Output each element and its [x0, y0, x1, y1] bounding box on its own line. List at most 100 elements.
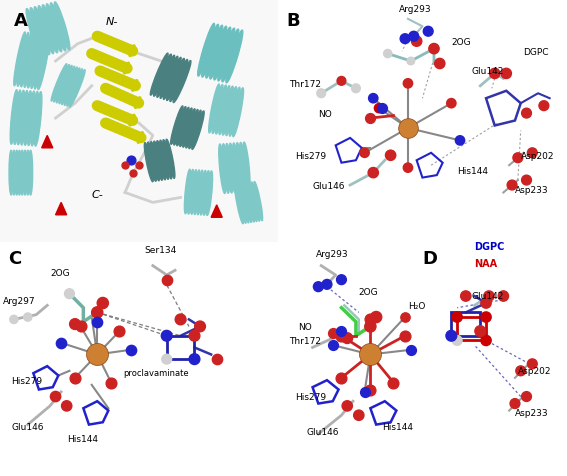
- Ellipse shape: [163, 58, 181, 100]
- Point: [196, 323, 205, 330]
- Ellipse shape: [240, 184, 249, 223]
- Ellipse shape: [174, 108, 186, 146]
- Ellipse shape: [30, 9, 46, 57]
- Point: [481, 299, 490, 307]
- Text: Ser134: Ser134: [145, 245, 177, 254]
- Point: [452, 337, 462, 345]
- Point: [476, 327, 485, 335]
- Text: 2OG: 2OG: [451, 38, 471, 47]
- Point: [65, 290, 74, 298]
- Text: A: A: [14, 12, 28, 30]
- Ellipse shape: [232, 144, 240, 193]
- Point: [400, 36, 409, 43]
- Point: [314, 283, 323, 291]
- Ellipse shape: [206, 172, 213, 216]
- Ellipse shape: [200, 171, 206, 216]
- Ellipse shape: [67, 69, 83, 107]
- Point: [412, 38, 421, 46]
- Ellipse shape: [145, 143, 153, 182]
- Point: [516, 367, 525, 375]
- Point: [435, 60, 445, 68]
- Point: [92, 309, 101, 317]
- Point: [400, 332, 409, 340]
- Text: C-: C-: [92, 190, 103, 200]
- Point: [481, 337, 490, 345]
- Point: [452, 314, 462, 321]
- Point: [190, 332, 199, 340]
- Polygon shape: [56, 203, 67, 215]
- Text: H₂O: H₂O: [408, 301, 425, 310]
- Ellipse shape: [24, 35, 36, 88]
- Polygon shape: [211, 206, 222, 218]
- Ellipse shape: [219, 87, 230, 135]
- Point: [455, 137, 464, 145]
- Ellipse shape: [194, 170, 200, 215]
- Ellipse shape: [18, 151, 22, 196]
- Text: C: C: [9, 250, 22, 268]
- Ellipse shape: [197, 171, 203, 215]
- Ellipse shape: [160, 141, 169, 180]
- Point: [539, 103, 548, 110]
- Text: DGPC: DGPC: [475, 242, 505, 252]
- Point: [366, 351, 375, 358]
- Point: [360, 149, 369, 157]
- Ellipse shape: [239, 143, 247, 192]
- Point: [403, 80, 412, 88]
- Text: Glu146: Glu146: [11, 422, 44, 431]
- Text: Thr172: Thr172: [289, 336, 321, 345]
- Point: [528, 360, 537, 368]
- Ellipse shape: [203, 171, 209, 216]
- Polygon shape: [42, 136, 53, 149]
- Point: [407, 346, 416, 354]
- Point: [126, 157, 135, 165]
- Point: [120, 162, 129, 169]
- Ellipse shape: [35, 92, 42, 147]
- Ellipse shape: [226, 31, 243, 84]
- Text: His279: His279: [11, 376, 42, 385]
- Point: [371, 314, 380, 321]
- Ellipse shape: [171, 107, 183, 145]
- Text: Thr172: Thr172: [289, 79, 321, 89]
- Ellipse shape: [219, 145, 226, 194]
- Ellipse shape: [229, 88, 240, 137]
- Ellipse shape: [9, 151, 13, 196]
- Point: [129, 169, 138, 177]
- Ellipse shape: [31, 92, 39, 147]
- Ellipse shape: [248, 183, 257, 222]
- Point: [337, 276, 346, 284]
- Point: [70, 321, 79, 328]
- Text: Arg293: Arg293: [399, 5, 432, 14]
- Text: Glu146: Glu146: [312, 181, 345, 190]
- Point: [429, 46, 438, 53]
- Text: Asp202: Asp202: [518, 367, 551, 376]
- Point: [366, 386, 375, 394]
- Point: [23, 314, 32, 321]
- Ellipse shape: [31, 36, 43, 89]
- Text: Asp233: Asp233: [515, 408, 549, 417]
- Ellipse shape: [238, 185, 246, 224]
- Point: [162, 356, 171, 363]
- Ellipse shape: [218, 29, 235, 82]
- Point: [70, 374, 79, 382]
- Ellipse shape: [235, 185, 243, 224]
- Point: [328, 330, 337, 337]
- Ellipse shape: [212, 85, 223, 134]
- Point: [328, 342, 337, 349]
- Ellipse shape: [229, 144, 236, 193]
- Point: [389, 379, 398, 387]
- Point: [369, 95, 378, 103]
- Point: [337, 78, 346, 86]
- Point: [407, 58, 416, 66]
- Ellipse shape: [51, 65, 67, 102]
- Text: 2OG: 2OG: [50, 268, 70, 278]
- Ellipse shape: [20, 91, 28, 146]
- Ellipse shape: [170, 60, 188, 102]
- Point: [383, 50, 392, 58]
- Ellipse shape: [64, 69, 80, 106]
- Point: [190, 356, 199, 363]
- Ellipse shape: [150, 54, 168, 96]
- Point: [57, 339, 66, 347]
- Ellipse shape: [26, 10, 42, 58]
- Ellipse shape: [38, 37, 49, 90]
- Point: [162, 276, 171, 284]
